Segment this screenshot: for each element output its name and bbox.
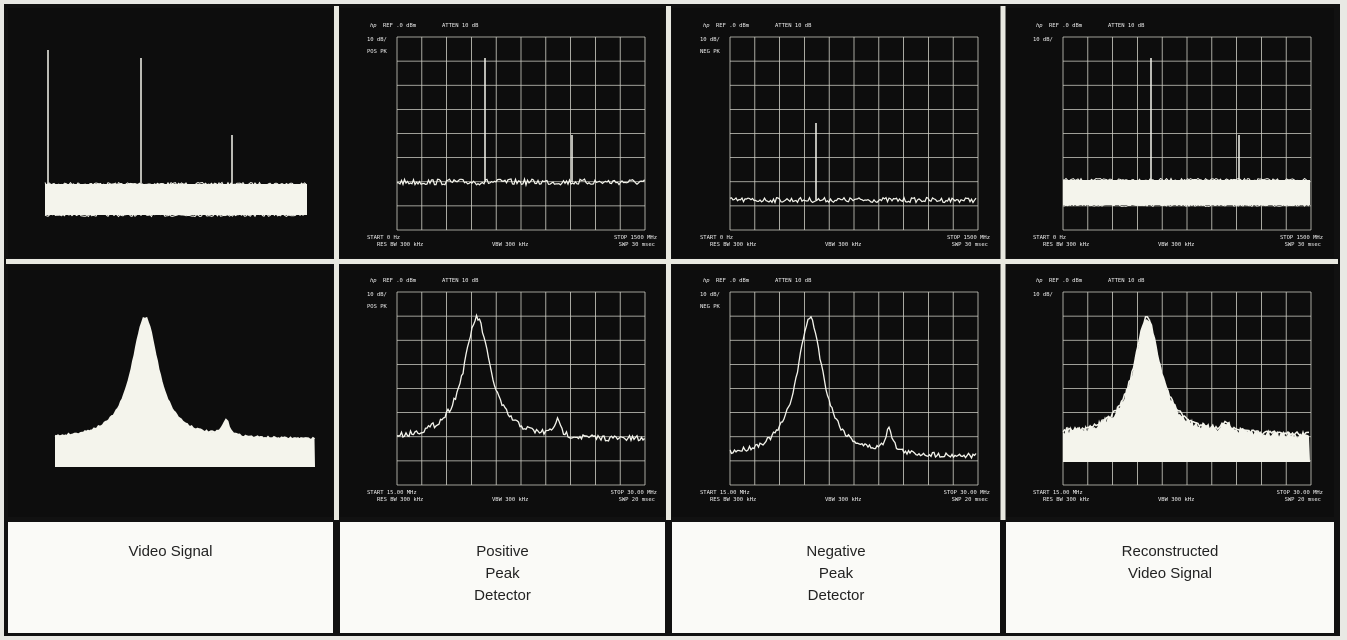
video-bw: VBW 300 kHz [492,497,528,503]
stop-freq: STOP 1500 MHz [947,235,990,241]
detector-mode: POS PK [367,49,388,55]
caption: Video Signal [1128,565,1212,582]
attenuation: ATTEN 10 dB [775,23,812,29]
video-bw: VBW 300 kHz [1158,242,1194,248]
start-freq: START 15.00 MHz [700,490,750,496]
sweep-time: SWP 30 msec [1285,242,1321,248]
scale: 10 dB/ [700,37,720,43]
caption: Video Signal [129,543,213,560]
sweep-time: SWP 30 msec [619,242,655,248]
attenuation: ATTEN 10 dB [1108,278,1145,284]
res-bw: RES BW 300 kHz [710,242,756,248]
ref-level: REF .0 dBm [1049,23,1083,29]
caption: Detector [474,587,531,604]
scale: 10 dB/ [700,292,720,298]
noise-band [45,184,307,215]
caption: Negative [806,543,865,560]
res-bw: RES BW 300 kHz [1043,497,1089,503]
ref-level: REF .0 dBm [383,278,417,284]
ref-level: REF .0 dBm [383,23,417,29]
logo: hp [1036,278,1043,284]
video-bw: VBW 300 kHz [1158,497,1194,503]
start-freq: START 15.00 MHz [1033,490,1083,496]
start-freq: START 15.00 MHz [367,490,417,496]
attenuation: ATTEN 10 dB [775,278,812,284]
scale: 10 dB/ [1033,37,1053,43]
start-freq: START 0 Hz [1033,235,1066,241]
video-bw: VBW 300 kHz [492,242,528,248]
noise-band [1063,180,1310,205]
res-bw: RES BW 300 kHz [377,497,423,503]
screen-panel [1006,8,1334,258]
detector-mode: POS PK [367,304,388,310]
figure-canvas: Video Signal Positive Peak Detector Negative… [0,0,1347,640]
screen-panel [672,265,1000,517]
ref-level: REF .0 dBm [716,278,750,284]
caption: Peak [485,565,520,582]
caption: Positive [476,543,529,560]
screen-panel [1006,265,1334,517]
caption: Peak [819,565,854,582]
stop-freq: STOP 30.00 MHz [1277,490,1323,496]
sweep-time: SWP 20 msec [1285,497,1321,503]
scale: 10 dB/ [367,292,387,298]
caption-box [8,522,333,633]
screen-panel [340,265,665,517]
scale: 10 dB/ [1033,292,1053,298]
sweep-time: SWP 30 msec [952,242,988,248]
figure: Video Signal Positive Peak Detector Negative… [0,0,1347,640]
stop-freq: STOP 30.00 MHz [944,490,990,496]
sweep-time: SWP 20 msec [952,497,988,503]
res-bw: RES BW 300 kHz [377,242,423,248]
attenuation: ATTEN 10 dB [442,23,479,29]
logo: hp [1036,23,1043,29]
detector-mode: NEG PK [700,304,721,310]
caption: Detector [808,587,865,604]
start-freq: START 0 Hz [700,235,733,241]
attenuation: ATTEN 10 dB [1108,23,1145,29]
screen-panel [8,265,333,517]
stop-freq: STOP 30.00 MHz [611,490,657,496]
logo: hp [370,278,377,284]
video-bw: VBW 300 kHz [825,242,861,248]
screen-panel [672,8,1000,258]
screen-panel [340,8,665,258]
logo: hp [703,278,710,284]
stop-freq: STOP 1500 MHz [1280,235,1323,241]
caption: Reconstructed [1122,543,1219,560]
logo: hp [370,23,377,29]
scale: 10 dB/ [367,37,387,43]
sweep-time: SWP 20 msec [619,497,655,503]
ref-level: REF .0 dBm [1049,278,1083,284]
detector-mode: NEG PK [700,49,721,55]
ref-level: REF .0 dBm [716,23,750,29]
video-bw: VBW 300 kHz [825,497,861,503]
logo: hp [703,23,710,29]
res-bw: RES BW 300 kHz [1043,242,1089,248]
attenuation: ATTEN 10 dB [442,278,479,284]
start-freq: START 0 Hz [367,235,400,241]
screen-panel [8,8,333,258]
stop-freq: STOP 1500 MHz [614,235,657,241]
res-bw: RES BW 300 kHz [710,497,756,503]
